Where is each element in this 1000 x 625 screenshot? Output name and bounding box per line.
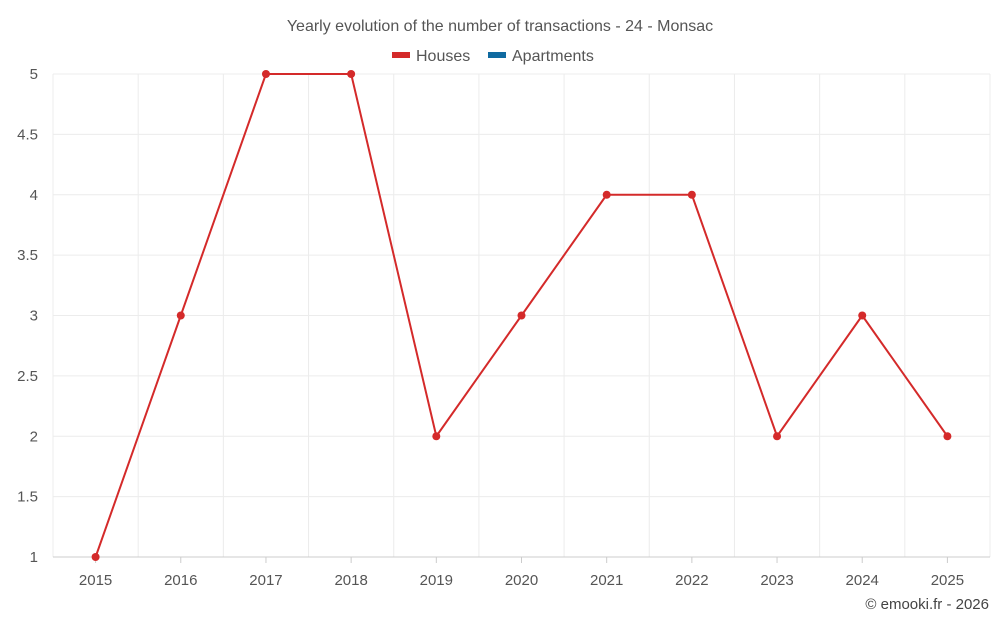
legend-apartments-label[interactable]: Apartments xyxy=(512,48,594,65)
data-point-houses-2015[interactable] xyxy=(91,553,100,561)
x-tick-label: 2024 xyxy=(846,572,879,589)
x-axis: 2015 2016 2017 2018 2019 2020 2021 2022 2023 2024… xyxy=(79,557,964,589)
y-tick-label: 5 xyxy=(30,66,38,83)
data-point-houses-2022[interactable] xyxy=(687,190,696,199)
x-tick-label: 2020 xyxy=(505,572,538,589)
chart-title: Yearly evolution of the number of transa… xyxy=(287,18,713,35)
data-point-houses-2017[interactable] xyxy=(261,70,270,78)
legend-houses-label[interactable]: Houses xyxy=(416,48,470,65)
legend-houses-swatch xyxy=(392,52,410,58)
x-tick-label: 2025 xyxy=(931,572,964,589)
data-point-houses-2024[interactable] xyxy=(858,311,867,320)
y-tick-label: 1 xyxy=(30,549,38,566)
data-point-houses-2016[interactable] xyxy=(176,311,185,320)
x-tick-label: 2018 xyxy=(334,572,367,589)
y-tick-label: 3 xyxy=(30,308,38,325)
x-tick-label: 2015 xyxy=(79,572,112,589)
x-tick-label: 2022 xyxy=(675,572,708,589)
data-point-houses-2019[interactable] xyxy=(432,432,441,441)
x-tick-label: 2023 xyxy=(760,572,793,589)
legend-apartments-swatch xyxy=(488,52,506,58)
data-point-houses-2018[interactable] xyxy=(347,70,356,78)
x-tick-label: 2016 xyxy=(164,572,197,589)
data-point-houses-2023[interactable] xyxy=(773,432,782,441)
y-tick-label: 3.5 xyxy=(17,247,38,264)
y-tick-label: 2.5 xyxy=(17,368,38,385)
y-tick-label: 4.5 xyxy=(17,126,38,143)
data-point-houses-2025[interactable] xyxy=(943,432,952,441)
x-tick-label: 2021 xyxy=(590,572,623,589)
legend: Houses Apartments xyxy=(392,48,594,65)
y-tick-label: 2 xyxy=(30,428,38,445)
series-houses xyxy=(91,70,952,561)
x-tick-label: 2017 xyxy=(249,572,282,589)
data-point-houses-2021[interactable] xyxy=(602,190,611,199)
y-tick-label: 4 xyxy=(30,187,38,204)
credit-text: © emooki.fr - 2026 xyxy=(865,596,989,613)
y-tick-label: 1.5 xyxy=(17,489,38,506)
y-axis: 1 1.5 2 2.5 3 3.5 4 4.5 5 xyxy=(17,66,38,566)
data-point-houses-2020[interactable] xyxy=(517,311,526,320)
x-tick-label: 2019 xyxy=(420,572,453,589)
